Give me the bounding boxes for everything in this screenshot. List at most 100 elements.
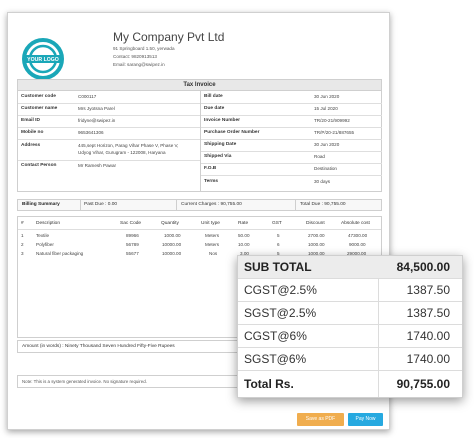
company-contact: Contact: 9820913513 — [113, 54, 157, 59]
terms-label: Terms — [204, 179, 219, 184]
col-header-discount: Discount — [306, 221, 325, 226]
header-divider — [18, 229, 381, 230]
row-divider — [201, 103, 382, 104]
due-date: 15 Jul 2020 — [314, 106, 338, 111]
shipped-via-label: Shipped Via — [204, 154, 232, 159]
shipping-date: 30 Jun 2020 — [314, 142, 340, 147]
pay-now-button[interactable]: Pay Now — [348, 413, 383, 426]
summary-row-sgst-6: SGST@6% 1740.00 — [238, 348, 462, 371]
row-divider — [18, 139, 200, 140]
col-header-quantity: Quantity — [161, 221, 179, 226]
cell-number: 3 — [21, 251, 24, 256]
billing-separator — [80, 200, 81, 210]
shipped-via: Road — [314, 154, 325, 159]
customer-code-label: Customer code — [21, 94, 56, 99]
customer-mobile: 9653641306 — [78, 130, 104, 135]
sgst-2-5-value: 1387.50 — [406, 306, 450, 320]
cell-description: Natural fiber packaging — [36, 251, 84, 256]
cell-number: 2 — [21, 242, 24, 247]
cell-quantity: 10000.00 — [162, 251, 182, 256]
cell-absolute-cost: 47300.00 — [348, 233, 368, 238]
customer-name: Mrs Jyotsna Parel — [78, 106, 115, 111]
customer-address-line2: Udyog Vihar, Gurugram - 122008, Haryana — [78, 150, 166, 155]
save-as-pdf-button[interactable]: Save as PDF — [297, 413, 344, 426]
summary-row-cgst-6: CGST@6% 1740.00 — [238, 325, 462, 348]
info-divider — [200, 91, 201, 191]
billing-separator — [176, 200, 177, 210]
email-label: Email ID — [21, 118, 40, 123]
cell-quantity: 10000.00 — [162, 242, 182, 247]
company-email: Email: sarang@swipez.in — [113, 62, 165, 67]
row-divider — [18, 127, 200, 128]
customer-address-line1: 445,sept Horizon, Parag Vihar Phase V, P… — [78, 143, 179, 148]
po-number-label: Purchase Order Number — [204, 130, 260, 135]
sub-total-label: SUB TOTAL — [244, 260, 312, 274]
sgst-2-5-label: SGST@2.5% — [244, 306, 317, 320]
row-divider — [201, 151, 382, 152]
shipping-date-label: Shipping Date — [204, 142, 237, 147]
col-header-sac-code: Sac Code — [120, 221, 142, 226]
cell-rate: 3.00 — [240, 251, 249, 256]
cgst-2-5-value: 1387.50 — [406, 283, 450, 297]
company-address: 91 Springboard 1.50, yerwada — [113, 46, 175, 51]
terms: 30 days — [314, 179, 331, 184]
invoice-sheet: YOUR LOGO My Company Pvt Ltd 91 Springbo… — [7, 12, 390, 430]
col-header-number: # — [21, 221, 24, 226]
cell-gst: 5 — [277, 233, 280, 238]
fob-label: F.O.B — [204, 166, 217, 171]
cell-unit-type: Meters — [205, 233, 220, 238]
company-logo: YOUR LOGO — [22, 38, 64, 80]
current-charges: Current Charges : 90,755.00 — [181, 202, 242, 207]
cgst-6-value: 1740.00 — [406, 329, 450, 343]
billing-summary-label: Billing Summary — [22, 202, 60, 207]
cell-discount: 2700.00 — [308, 233, 325, 238]
line-items-table: # Description Sac Code Quantity Unit typ… — [17, 216, 382, 338]
invoice-info-table: Customer code C000117 Customer name Mrs … — [17, 91, 382, 192]
row-divider — [18, 103, 200, 104]
col-header-absolute-cost: Absolute cost — [341, 221, 370, 226]
cell-gst: 6 — [277, 242, 280, 247]
col-header-description: Description — [36, 221, 60, 226]
cell-rate: 50.00 — [238, 233, 250, 238]
svg-text:YOUR LOGO: YOUR LOGO — [27, 57, 59, 63]
summary-row-sgst-2-5: SGST@2.5% 1387.50 — [238, 302, 462, 325]
company-name: My Company Pvt Ltd — [113, 30, 225, 44]
cell-rate: 10.00 — [238, 242, 250, 247]
col-header-gst: GST — [272, 221, 282, 226]
cell-description: Textile — [36, 233, 50, 238]
cell-unit-type: Meters — [205, 242, 220, 247]
bill-date-label: Bill date — [204, 94, 223, 99]
contact-person-label: Contact Person — [21, 163, 57, 168]
row-divider — [18, 115, 200, 116]
invoice-title: Tax Invoice — [17, 79, 382, 91]
billing-summary-bar: Billing Summary Past Due : 0.00 Current … — [17, 199, 382, 211]
summary-column-divider — [378, 256, 379, 397]
col-header-rate: Rate — [238, 221, 249, 226]
fob: Destination — [314, 166, 337, 171]
due-date-label: Due date — [204, 106, 225, 111]
past-due: Past Due : 0.00 — [84, 202, 118, 207]
customer-code: C000117 — [78, 94, 97, 99]
col-header-unit-type: Unit type — [201, 221, 220, 226]
cell-absolute-cost: 9000.00 — [349, 242, 366, 247]
cell-absolute-cost: 29000.00 — [347, 251, 367, 256]
cell-quantity: 1000.00 — [164, 233, 181, 238]
row-divider — [201, 139, 382, 140]
cgst-6-label: CGST@6% — [244, 329, 307, 343]
cell-discount: 1000.00 — [308, 242, 325, 247]
row-divider — [201, 127, 382, 128]
customer-email: fridyne@swipez.in — [78, 118, 116, 123]
summary-row-total: Total Rs. 90,755.00 — [238, 371, 462, 397]
cgst-2-5-label: CGST@2.5% — [244, 283, 317, 297]
cell-sac-code: 56789 — [126, 242, 139, 247]
row-divider — [201, 115, 382, 116]
cell-description: Polyfiber — [36, 242, 54, 247]
tax-summary-panel: SUB TOTAL 84,500.00 CGST@2.5% 1387.50 SG… — [237, 255, 463, 398]
cell-unit-type: Nos — [209, 251, 218, 256]
summary-row-subtotal: SUB TOTAL 84,500.00 — [238, 256, 462, 279]
cell-number: 1 — [21, 233, 24, 238]
po-number: TR/P/20-21/887655 — [314, 130, 355, 135]
summary-row-cgst-2-5: CGST@2.5% 1387.50 — [238, 279, 462, 302]
total-value: 90,755.00 — [396, 377, 450, 391]
row-divider — [201, 175, 382, 176]
